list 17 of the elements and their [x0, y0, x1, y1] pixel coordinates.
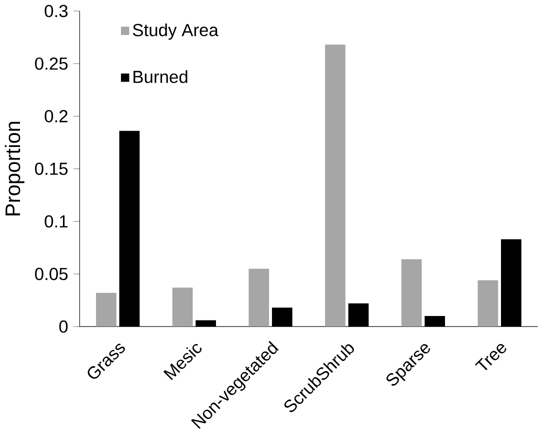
y-axis-title: Proportion [4, 122, 24, 216]
y-tick-label: 0.2 [44, 110, 68, 122]
bar [478, 280, 498, 326]
y-tick-label: 0.05 [35, 268, 68, 280]
bar [248, 268, 270, 326]
legend-label: Study Area [132, 23, 218, 40]
y-tick-label: 0 [59, 320, 68, 333]
x-tick-label: Tree [474, 344, 506, 370]
bar [325, 44, 346, 326]
y-tick-label: 0.15 [35, 162, 68, 175]
bar [401, 259, 422, 326]
y-tick-label: 0.3 [44, 4, 68, 18]
y-tick-label: 0.1 [44, 215, 68, 228]
y-tick-label: 0.25 [35, 57, 68, 70]
bar [96, 292, 116, 326]
bar [172, 287, 193, 326]
legend-label: Burned [134, 70, 188, 83]
